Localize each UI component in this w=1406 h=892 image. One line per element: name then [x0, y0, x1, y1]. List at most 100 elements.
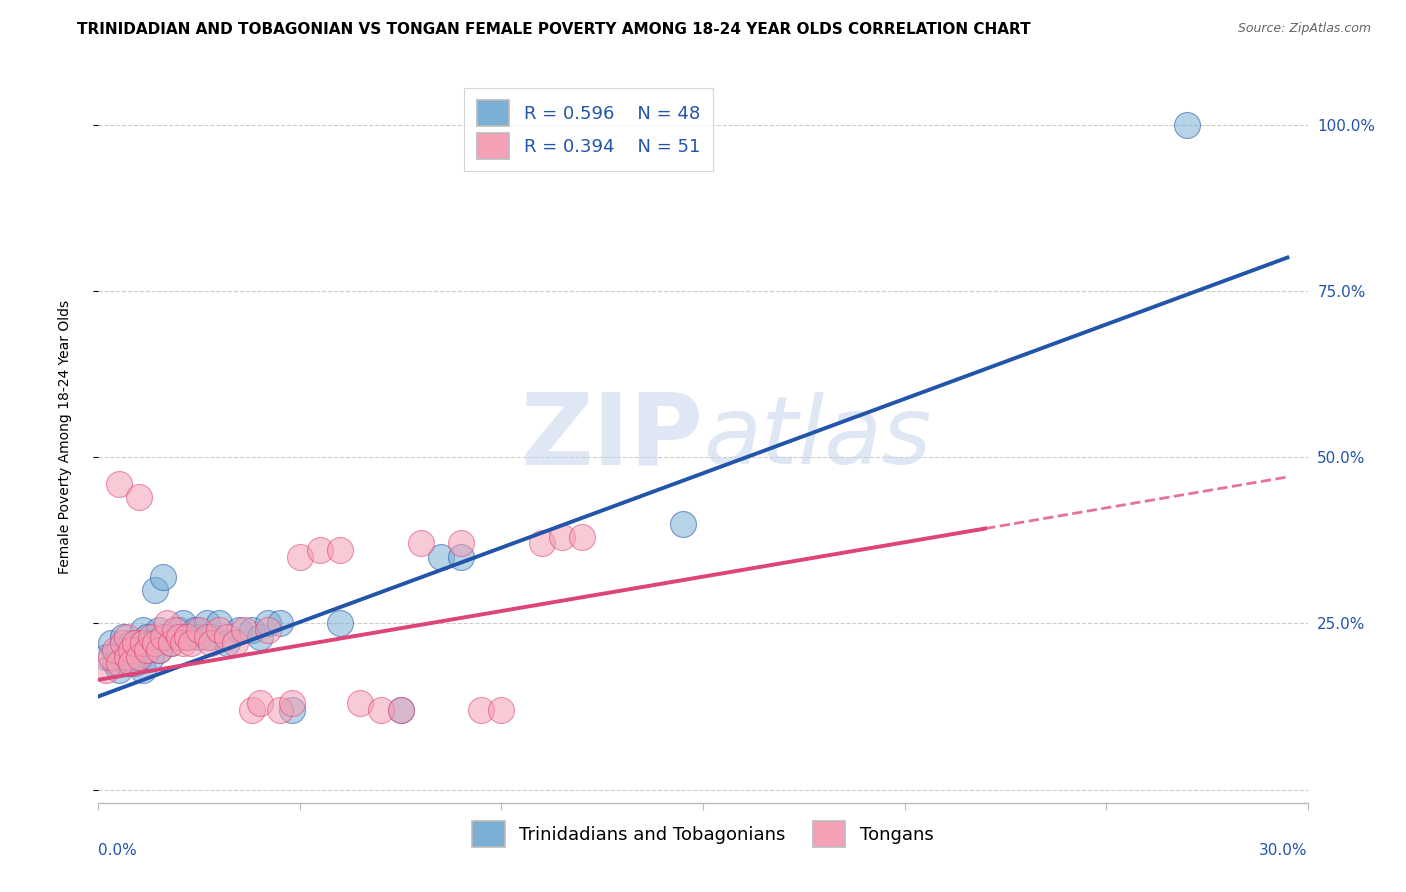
Point	[115, 656, 138, 670]
Point	[135, 630, 157, 644]
Point	[128, 649, 150, 664]
Point	[450, 549, 472, 564]
Text: 0.0%: 0.0%	[98, 843, 138, 858]
Point	[107, 656, 129, 670]
Text: Source: ZipAtlas.com: Source: ZipAtlas.com	[1237, 22, 1371, 36]
Point	[115, 649, 138, 664]
Point	[232, 623, 254, 637]
Point	[256, 623, 278, 637]
Point	[430, 549, 453, 564]
Point	[120, 643, 142, 657]
Point	[132, 663, 155, 677]
Text: TRINIDADIAN AND TOBAGONIAN VS TONGAN FEMALE POVERTY AMONG 18-24 YEAR OLDS CORREL: TRINIDADIAN AND TOBAGONIAN VS TONGAN FEM…	[77, 22, 1031, 37]
Point	[470, 703, 492, 717]
Point	[571, 530, 593, 544]
Point	[409, 536, 432, 550]
Point	[143, 636, 166, 650]
Point	[160, 636, 183, 650]
Point	[172, 636, 194, 650]
Point	[450, 536, 472, 550]
Point	[124, 656, 146, 670]
Point	[551, 530, 574, 544]
Point	[224, 636, 246, 650]
Point	[115, 630, 138, 644]
Point	[208, 616, 231, 631]
Point	[132, 636, 155, 650]
Point	[228, 623, 250, 637]
Point	[491, 703, 513, 717]
Point	[156, 616, 179, 631]
Point	[96, 649, 118, 664]
Point	[96, 663, 118, 677]
Point	[143, 636, 166, 650]
Legend: Trinidadians and Tobagonians, Tongans: Trinidadians and Tobagonians, Tongans	[460, 809, 946, 860]
Point	[100, 649, 122, 664]
Point	[240, 703, 263, 717]
Point	[107, 643, 129, 657]
Point	[1175, 118, 1198, 132]
Point	[176, 630, 198, 644]
Point	[156, 630, 179, 644]
Point	[167, 630, 190, 644]
Point	[115, 643, 138, 657]
Point	[217, 630, 239, 644]
Point	[120, 656, 142, 670]
Point	[160, 636, 183, 650]
Point	[329, 616, 352, 631]
Text: atlas: atlas	[703, 392, 931, 483]
Point	[281, 703, 304, 717]
Point	[188, 623, 211, 637]
Point	[176, 630, 198, 644]
Point	[103, 656, 125, 670]
Point	[120, 636, 142, 650]
Point	[249, 630, 271, 644]
Point	[143, 582, 166, 597]
Point	[135, 643, 157, 657]
Text: ZIP: ZIP	[520, 389, 703, 485]
Point	[107, 476, 129, 491]
Point	[389, 703, 412, 717]
Point	[180, 636, 202, 650]
Point	[200, 630, 222, 644]
Point	[329, 543, 352, 558]
Point	[124, 643, 146, 657]
Point	[148, 643, 170, 657]
Point	[128, 490, 150, 504]
Point	[148, 623, 170, 637]
Point	[195, 616, 218, 631]
Point	[530, 536, 553, 550]
Point	[249, 696, 271, 710]
Point	[269, 703, 291, 717]
Point	[269, 616, 291, 631]
Point	[370, 703, 392, 717]
Point	[389, 703, 412, 717]
Point	[111, 636, 134, 650]
Point	[139, 636, 162, 650]
Point	[167, 623, 190, 637]
Point	[111, 630, 134, 644]
Point	[148, 643, 170, 657]
Point	[184, 623, 207, 637]
Point	[309, 543, 332, 558]
Point	[139, 649, 162, 664]
Y-axis label: Female Poverty Among 18-24 Year Olds: Female Poverty Among 18-24 Year Olds	[58, 300, 72, 574]
Point	[100, 636, 122, 650]
Point	[128, 636, 150, 650]
Point	[163, 623, 186, 637]
Point	[139, 630, 162, 644]
Point	[128, 649, 150, 664]
Point	[256, 616, 278, 631]
Point	[107, 663, 129, 677]
Point	[672, 516, 695, 531]
Point	[288, 549, 311, 564]
Point	[281, 696, 304, 710]
Point	[103, 643, 125, 657]
Point	[152, 630, 174, 644]
Point	[240, 623, 263, 637]
Point	[172, 616, 194, 631]
Text: 30.0%: 30.0%	[1260, 843, 1308, 858]
Point	[135, 643, 157, 657]
Point	[200, 636, 222, 650]
Point	[188, 630, 211, 644]
Point	[132, 623, 155, 637]
